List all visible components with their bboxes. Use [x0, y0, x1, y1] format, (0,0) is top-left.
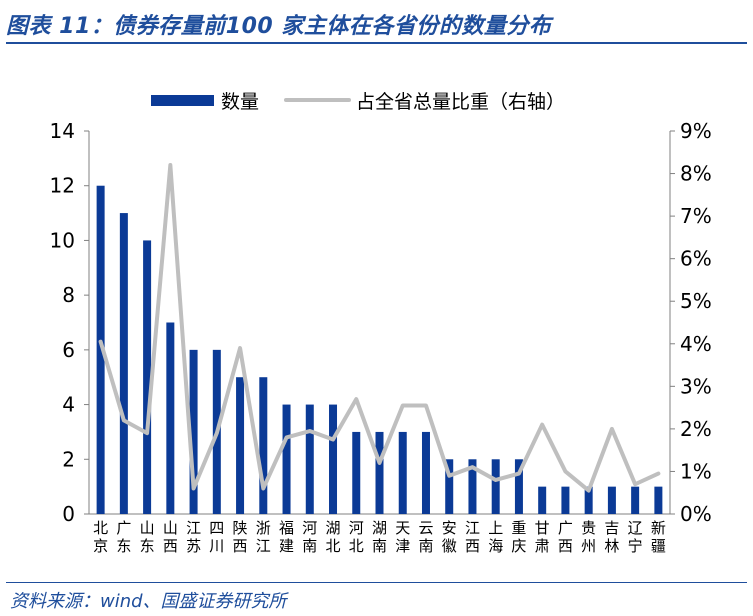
x-tick-label: 广西	[558, 519, 573, 555]
x-tick-label: 江西	[465, 519, 480, 555]
bar-安徽	[445, 459, 454, 514]
chart: 数量 占全省总量比重（右轴） 0 2 4 6 8 10 12 14 0% 1% 2% 3% 4% 5% 6% 7…	[50, 91, 712, 555]
bar-北京	[96, 185, 105, 514]
y-left-tick-label: 12	[50, 174, 75, 198]
x-tick-label: 重庆	[511, 519, 526, 555]
legend-swatch-bars	[151, 95, 214, 106]
x-tick-label: 湖南	[372, 519, 387, 555]
bar-贵州	[584, 486, 593, 514]
x-tick-label: 广东	[116, 519, 131, 555]
bar-重庆	[514, 459, 523, 514]
x-tick-label: 北京	[93, 519, 108, 555]
bar-湖北	[329, 404, 338, 514]
bar-上海	[491, 459, 500, 514]
x-tick-label: 湖北	[326, 519, 341, 555]
x-tick-label: 上海	[488, 519, 503, 555]
legend-label-bars: 数量	[221, 91, 259, 113]
x-tick-label: 陕西	[233, 519, 248, 555]
bar-山西	[166, 322, 175, 514]
bar-湖南	[375, 431, 384, 514]
y-right-tick-label: 6%	[680, 247, 712, 271]
x-tick-label: 福建	[279, 519, 294, 555]
y-left-tick-label: 14	[50, 119, 75, 143]
bar-云南	[421, 431, 430, 514]
x-tick-label: 山东	[140, 519, 155, 555]
y-right-tick-label: 4%	[680, 332, 712, 356]
y-right-tick-label: 5%	[680, 289, 712, 313]
y-right-tick-label: 2%	[680, 417, 712, 441]
bar-江西	[468, 459, 477, 514]
y-left-tick-label: 2	[62, 447, 75, 471]
y-right-tick-label: 3%	[680, 374, 712, 398]
title-rule	[6, 42, 747, 44]
x-tick-label: 安徽	[442, 519, 457, 555]
bar-浙江	[259, 377, 268, 514]
x-tick-label: 四川	[209, 519, 224, 555]
y-right-tick-label: 7%	[680, 204, 712, 228]
y-left-tick-label: 4	[62, 393, 75, 417]
bar-陕西	[236, 377, 245, 514]
bar-广东	[119, 213, 128, 515]
x-tick-label: 河南	[302, 519, 317, 555]
y-left-tick-label: 0	[62, 502, 75, 526]
x-axis-labels: 北京广东山东山西江苏四川陕西浙江福建河南湖北河北湖南天津云南安徽江西上海重庆甘肃…	[93, 519, 666, 555]
x-tick-label: 河北	[349, 519, 364, 555]
x-tick-label: 江苏	[186, 519, 201, 555]
bar-新疆	[654, 486, 663, 514]
y-left-tick-label: 8	[62, 283, 75, 307]
x-tick-label: 云南	[418, 519, 433, 555]
legend-label-line: 占全省总量比重（右轴）	[356, 91, 565, 113]
footer-rule	[6, 582, 747, 583]
x-tick-label: 新疆	[651, 519, 666, 555]
y-left-tick-label: 10	[50, 228, 75, 252]
axes: 0 2 4 6 8 10 12 14 0% 1% 2% 3% 4% 5% 6% 7% 8% 9%	[50, 119, 712, 526]
bar-江苏	[189, 349, 198, 514]
legend: 数量 占全省总量比重（右轴）	[151, 91, 565, 113]
x-tick-label: 辽宁	[628, 519, 643, 555]
source-note: 资料来源：wind、国盛证券研究所	[10, 591, 287, 612]
x-tick-label: 山西	[163, 519, 178, 555]
x-tick-label: 天津	[395, 519, 410, 555]
x-tick-label: 贵州	[581, 519, 596, 555]
figure-title: 图表 11：债券存量前100 家主体在各省份的数量分布	[6, 14, 552, 39]
y-right-tick-label: 9%	[680, 119, 712, 143]
line-series	[98, 163, 661, 493]
bar-福建	[282, 404, 291, 514]
bar-河南	[305, 404, 314, 514]
bar-吉林	[607, 486, 616, 514]
bar-天津	[398, 431, 407, 514]
y-left-tick-label: 6	[62, 338, 75, 362]
share-line	[98, 163, 661, 493]
bar-山东	[143, 240, 152, 514]
y-right-tick-label: 8%	[680, 162, 712, 186]
bar-甘肃	[538, 486, 547, 514]
x-tick-label: 甘肃	[535, 519, 550, 555]
y-right-tick-label: 0%	[680, 502, 712, 526]
bar-广西	[561, 486, 570, 514]
x-tick-label: 吉林	[604, 519, 619, 555]
bar-辽宁	[631, 486, 640, 514]
y-right-tick-label: 1%	[680, 459, 712, 483]
bar-河北	[352, 431, 361, 514]
x-tick-label: 浙江	[256, 519, 271, 555]
